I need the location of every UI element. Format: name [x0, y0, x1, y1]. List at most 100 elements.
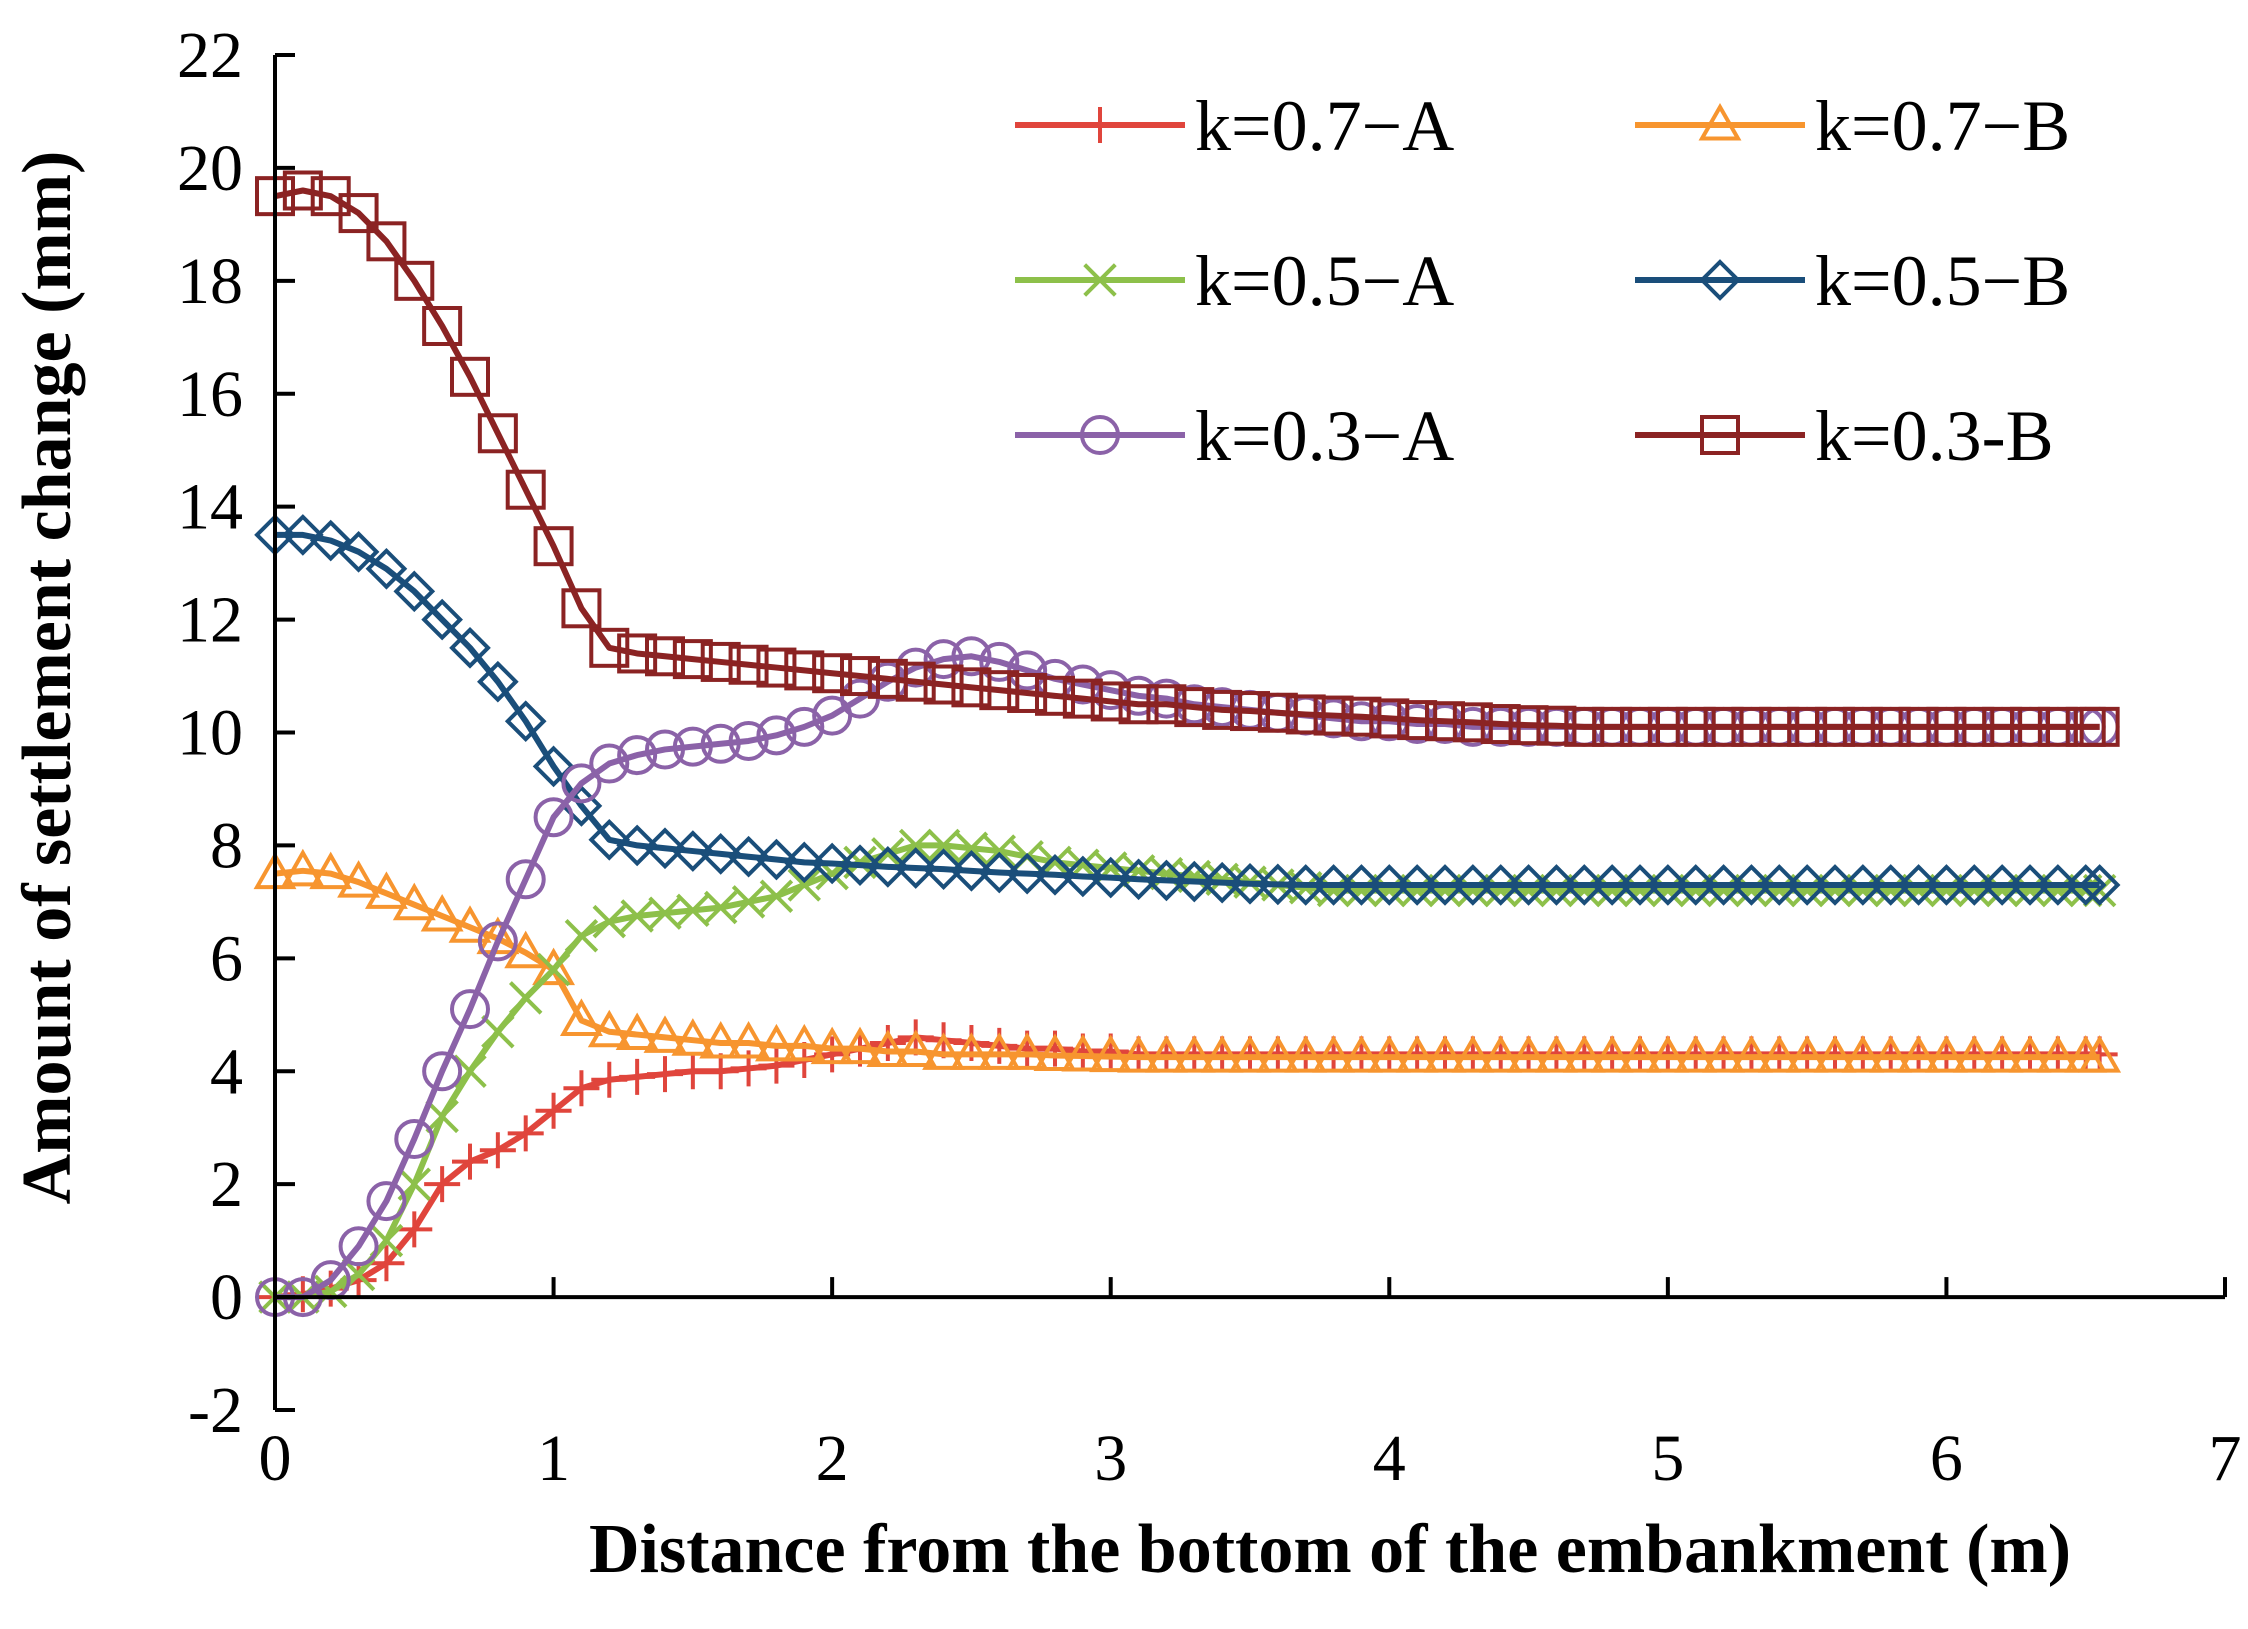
data-point	[450, 356, 490, 397]
data-point	[1623, 873, 1657, 908]
data-point	[1145, 859, 1188, 902]
data-point	[979, 641, 1020, 682]
data-point	[1005, 1032, 1049, 1070]
x-tick-label: 3	[1094, 1422, 1127, 1495]
data-point	[758, 1047, 795, 1084]
y-tick-label: 14	[177, 471, 243, 544]
data-point	[1035, 675, 1075, 716]
data-point	[561, 588, 602, 629]
data-point	[365, 547, 408, 590]
data-point	[366, 221, 407, 262]
data-point	[1897, 1035, 1941, 1073]
data-point	[644, 827, 686, 870]
data-point	[392, 882, 436, 921]
data-point	[1090, 681, 1131, 722]
data-point	[1982, 706, 2023, 747]
data-point	[867, 846, 909, 888]
data-point	[1814, 864, 1856, 906]
data-point	[1452, 864, 1494, 906]
data-point	[1957, 873, 1992, 908]
data-point	[536, 952, 571, 987]
data-point	[592, 904, 627, 939]
data-point	[731, 885, 766, 919]
data-point	[840, 656, 880, 697]
data-point	[867, 658, 908, 699]
data-point	[954, 831, 989, 865]
data-point	[949, 1032, 993, 1070]
data-point	[1536, 705, 1577, 746]
data-point	[784, 650, 825, 691]
data-point	[699, 833, 742, 875]
legend-marker	[1080, 415, 1120, 455]
data-point	[504, 930, 548, 969]
data-point	[1924, 1035, 1968, 1073]
data-point	[1734, 873, 1769, 908]
data-point	[645, 636, 685, 677]
series-line	[275, 531, 2100, 888]
data-point	[394, 260, 435, 301]
data-point	[1062, 855, 1104, 898]
data-point	[587, 1009, 631, 1048]
data-point	[591, 1061, 628, 1098]
data-point	[1897, 864, 1940, 906]
data-point	[479, 1132, 516, 1169]
data-point	[894, 847, 937, 889]
data-point	[1702, 864, 1745, 906]
data-point	[1785, 1035, 1829, 1073]
data-point	[1873, 873, 1908, 908]
data-point	[2041, 873, 2075, 908]
data-point	[1842, 706, 1883, 747]
data-point	[1425, 701, 1465, 742]
data-point	[922, 848, 965, 890]
data-point	[1312, 1035, 1356, 1073]
data-point	[337, 860, 381, 898]
data-point	[811, 842, 853, 885]
legend-item: k=0.3−A	[1015, 396, 1454, 476]
data-point	[1787, 706, 1828, 747]
data-point	[755, 838, 798, 881]
data-point	[1507, 864, 1550, 906]
data-point	[700, 641, 741, 682]
data-point	[728, 720, 769, 761]
data-point	[950, 849, 993, 892]
data-point	[703, 890, 738, 925]
legend-marker	[1082, 107, 1118, 143]
data-point	[1339, 1035, 1383, 1073]
x-tick-label: 0	[259, 1422, 292, 1495]
data-point	[756, 647, 797, 688]
data-point	[1952, 1035, 1996, 1073]
data-point	[1786, 864, 1828, 906]
data-point	[532, 745, 575, 788]
data-point	[1534, 1035, 1578, 1073]
legend-label: k=0.3-B	[1815, 396, 2054, 476]
data-point	[1869, 864, 1912, 906]
data-point	[1200, 1035, 1244, 1073]
data-point	[1926, 706, 1967, 747]
data-point	[1007, 672, 1048, 713]
data-point	[1367, 1035, 1411, 1073]
data-point	[1479, 864, 1522, 906]
data-point	[1284, 864, 1327, 906]
data-point	[1033, 1033, 1077, 1071]
data-point	[1228, 1035, 1272, 1073]
data-point	[1144, 1035, 1188, 1073]
data-point	[671, 1018, 715, 1056]
data-point	[1146, 684, 1187, 725]
data-point	[1929, 873, 1964, 908]
data-point	[1702, 1035, 1746, 1073]
data-point	[672, 639, 713, 680]
data-point	[1563, 864, 1606, 906]
data-point	[425, 1099, 459, 1134]
data-point	[979, 670, 1020, 711]
data-point	[481, 1015, 515, 1049]
data-point	[1344, 873, 1379, 908]
data-point	[1313, 695, 1354, 736]
data-point	[619, 1058, 656, 1095]
data-point	[1395, 1035, 1439, 1073]
data-point	[1511, 873, 1546, 908]
data-point	[589, 627, 630, 668]
data-point	[1674, 1035, 1718, 1073]
data-point	[1620, 706, 1660, 747]
data-point	[1172, 1035, 1216, 1073]
data-point	[1759, 706, 1800, 747]
